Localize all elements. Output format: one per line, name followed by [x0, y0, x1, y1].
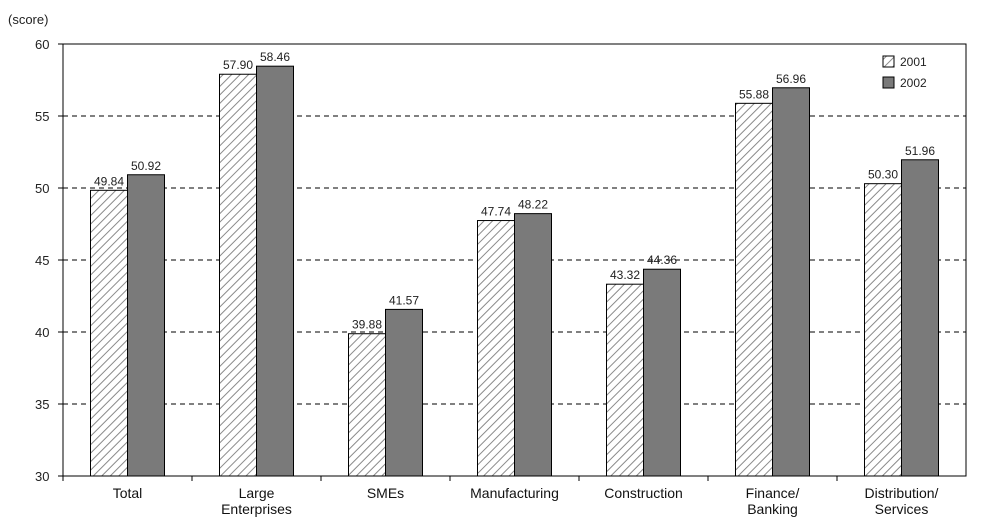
- data-label-2001-5: 55.88: [739, 87, 769, 101]
- data-labels: 49.84 50.92 57.90 58.46 39.88 41.57 47.74 48.22…: [94, 50, 935, 332]
- data-label-2002-5: 56.96: [776, 72, 806, 86]
- bar-2002-2: [385, 308, 423, 477]
- data-label-2001-2: 39.88: [352, 318, 382, 332]
- x-tick-label-line: Total: [113, 485, 143, 501]
- x-tick-label-line: Large: [239, 485, 275, 501]
- x-tick-label-line: Distribution/: [865, 485, 939, 501]
- bar-2001-1: [219, 73, 257, 477]
- y-tick-label-35: 35: [35, 397, 49, 412]
- x-tick-label-5: Finance/Banking: [746, 485, 800, 517]
- x-tick-label-1: Large Enterprises: [221, 485, 292, 517]
- data-label-2001-0: 49.84: [94, 174, 124, 188]
- bars: [90, 65, 939, 477]
- data-label-2002-3: 48.22: [518, 198, 548, 212]
- y-tick-label-50: 50: [35, 181, 49, 196]
- bar-2001-4: [606, 283, 644, 477]
- data-label-2002-2: 41.57: [389, 293, 419, 307]
- bar-2001-0: [90, 189, 128, 477]
- x-tick-label-line: SMEs: [367, 485, 404, 501]
- x-tick-label-line: Banking: [747, 501, 798, 517]
- y-tick-label-30: 30: [35, 469, 49, 484]
- bar-2001-3: [477, 220, 515, 477]
- legend-label-2002: 2002: [900, 76, 927, 90]
- x-tick-label-line: Services: [875, 501, 929, 517]
- y-axis-label: (score): [8, 12, 48, 27]
- bar-2001-6: [864, 183, 902, 477]
- legend-label-2001: 2001: [900, 55, 927, 69]
- bar-2002-4: [643, 268, 681, 477]
- y-tick-label-55: 55: [35, 109, 49, 124]
- bar-2002-6: [901, 159, 939, 477]
- bar-2002-1: [256, 65, 294, 477]
- x-tick-label-line: Finance/: [746, 485, 800, 501]
- x-tick-label-4: Construction: [604, 485, 683, 501]
- x-tick-label-line: Construction: [604, 485, 683, 501]
- y-tick-label-40: 40: [35, 325, 49, 340]
- legend: 2001 2002: [882, 55, 927, 90]
- x-tick-label-6: Distribution/Services: [865, 485, 939, 517]
- axes: 30 35 40 45 50 55 60 Total Large Enterprises SMEs M…: [35, 37, 967, 517]
- bar-2001-5: [735, 102, 773, 477]
- data-label-2001-4: 43.32: [610, 268, 640, 282]
- data-label-2001-1: 57.90: [223, 58, 253, 72]
- y-tick-label-60: 60: [35, 37, 49, 52]
- data-label-2001-3: 47.74: [481, 205, 511, 219]
- data-label-2002-6: 51.96: [905, 144, 935, 158]
- x-tick-label-2: SMEs: [367, 485, 404, 501]
- bar-2002-3: [514, 213, 552, 477]
- x-tick-label-3: Manufacturing: [470, 485, 559, 501]
- legend-swatch-2001: [882, 55, 895, 68]
- bar-2001-2: [348, 333, 386, 477]
- bar-2002-5: [772, 87, 810, 477]
- bar-2002-0: [127, 174, 165, 477]
- x-tick-label-0: Total: [113, 485, 143, 501]
- data-label-2002-4: 44.36: [647, 253, 677, 267]
- data-label-2002-1: 58.46: [260, 50, 290, 64]
- x-tick-label-line: Enterprises: [221, 501, 292, 517]
- data-label-2001-6: 50.30: [868, 168, 898, 182]
- y-tick-label-45: 45: [35, 253, 49, 268]
- data-label-2002-0: 50.92: [131, 159, 161, 173]
- legend-swatch-2002: [882, 76, 895, 89]
- x-tick-label-line: Manufacturing: [470, 485, 559, 501]
